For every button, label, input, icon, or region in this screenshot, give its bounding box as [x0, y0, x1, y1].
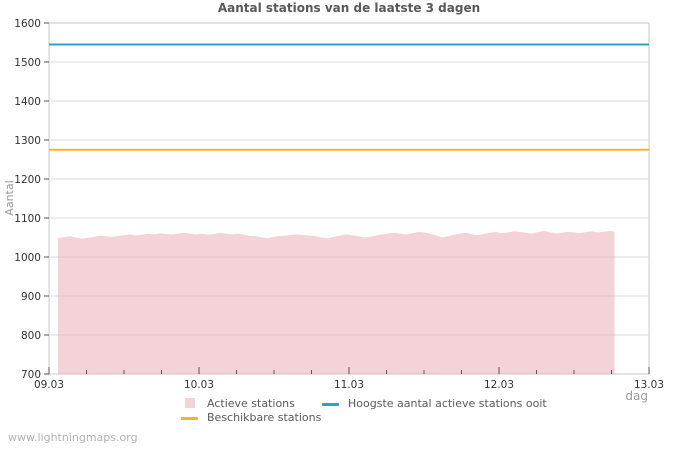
site-attribution: www.lightningmaps.org	[8, 431, 138, 444]
legend-label-actieve-stations-wrap: Actieve stations	[207, 397, 295, 410]
x-tick-label: 10.03	[184, 379, 214, 391]
legend-label-actieve-stations: Actieve stations	[207, 397, 295, 410]
legend-label-hoogste-aantal: Hoogste aantal actieve stations ooit	[348, 397, 547, 410]
y-tick-label: 900	[21, 291, 41, 303]
x-tick-label: 12.03	[484, 379, 514, 391]
legend-label-beschikbare-stations: Beschikbare stations	[207, 411, 322, 424]
legend-item-beschikbare-stations	[181, 417, 198, 420]
chart-title: Aantal stations van de laatste 3 dagen	[217, 1, 481, 15]
x-tick-label: 11.03	[334, 379, 364, 391]
y-tick-label: 800	[21, 330, 41, 342]
legend-item-hoogste-aantal	[322, 403, 339, 406]
x-tick-label: 09.03	[34, 379, 64, 391]
legend-swatch-beschikbare-stations	[181, 417, 198, 420]
x-tick-label: 13.03	[634, 379, 664, 391]
y-tick-label: 1200	[14, 174, 41, 186]
y-tick-label: 1000	[14, 252, 41, 264]
legend-label-beschikbare-stations-wrap: Beschikbare stations	[207, 411, 321, 424]
y-tick-label: 1300	[14, 135, 41, 147]
legend-item-actieve-stations	[185, 398, 195, 408]
y-tick-label: 1400	[14, 96, 41, 108]
legend-swatch-actieve-stations	[185, 398, 195, 408]
y-tick-label: 700	[21, 369, 41, 381]
x-axis-title: dag	[625, 389, 648, 403]
legend-label-hoogste-aantal-wrap: Hoogste aantal actieve stations ooit	[348, 397, 547, 410]
y-tick-label: 1100	[14, 213, 41, 225]
legend-swatch-hoogste-aantal	[322, 403, 339, 406]
area-series-actieve-stations	[58, 230, 615, 374]
y-tick-label: 1500	[14, 57, 41, 69]
y-tick-label: 1600	[14, 18, 41, 30]
